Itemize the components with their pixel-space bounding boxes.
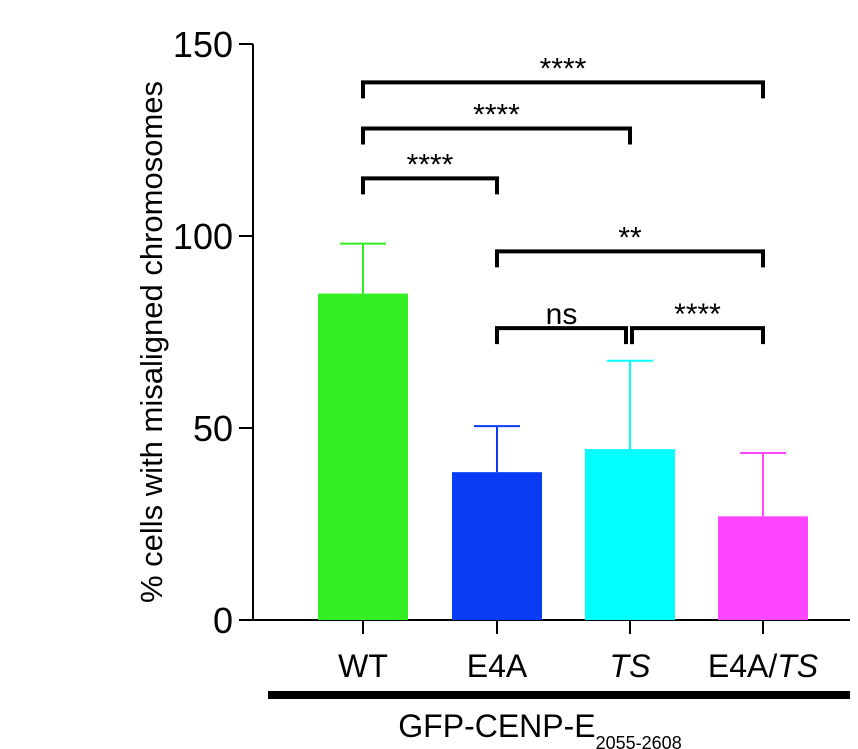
significance-label: ** bbox=[618, 221, 642, 254]
significance-layer: **************ns **** bbox=[361, 52, 765, 345]
group-label: GFP-CENP-E2055-2608 bbox=[398, 708, 681, 749]
significance-bracket bbox=[361, 126, 632, 145]
y-axis-label: % cells with misaligned chromosomes bbox=[134, 81, 169, 603]
significance-bracket bbox=[361, 176, 499, 195]
bar-wt bbox=[318, 293, 408, 620]
category-label-italic: TS bbox=[777, 648, 818, 684]
bars-layer bbox=[318, 242, 808, 620]
category-label: E4A/TS bbox=[708, 648, 818, 684]
category-label-text: E4A bbox=[467, 648, 528, 684]
category-label: WT bbox=[338, 648, 388, 684]
significance-bracket bbox=[361, 80, 765, 99]
significance-bracket bbox=[630, 326, 765, 345]
significance-label: **** bbox=[407, 148, 454, 181]
y-tick-label: 100 bbox=[173, 216, 233, 257]
bar-e4a bbox=[452, 472, 542, 620]
category-label-text: WT bbox=[338, 648, 388, 684]
bar-ts bbox=[585, 449, 675, 620]
bar-e4a bbox=[718, 516, 808, 620]
group-label-main: GFP-CENP-E bbox=[398, 708, 595, 744]
y-tick-label: 0 bbox=[213, 600, 233, 641]
significance-label: ns bbox=[546, 298, 578, 331]
category-label-text: E4A/ bbox=[708, 648, 777, 684]
significance-label: **** bbox=[540, 52, 587, 85]
group-label-sub: 2055-2608 bbox=[596, 733, 682, 749]
significance-label: **** bbox=[473, 98, 520, 131]
y-tick-label: 150 bbox=[173, 24, 233, 65]
significance-bracket bbox=[495, 326, 628, 345]
y-tick-label: 50 bbox=[193, 408, 233, 449]
significance-label: **** bbox=[674, 298, 721, 331]
significance-bracket bbox=[495, 249, 765, 268]
category-label: TS bbox=[610, 648, 651, 684]
category-label: E4A bbox=[467, 648, 528, 684]
category-label-text: TS bbox=[610, 648, 651, 684]
